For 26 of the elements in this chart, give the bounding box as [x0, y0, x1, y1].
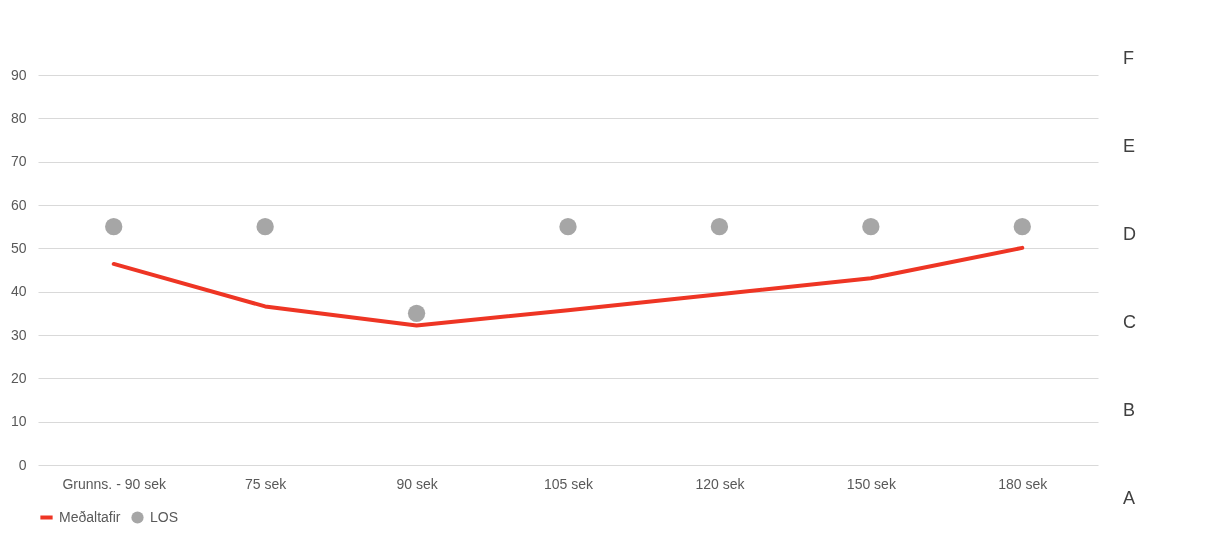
y-tick-label: 90 [10, 66, 27, 83]
y-tick-label: 60 [10, 196, 27, 213]
y-tick-label: 0 [18, 456, 27, 473]
y-tick-label: 40 [10, 283, 27, 300]
x-tick-label: Grunns. - 90 sek [62, 475, 167, 492]
line-series [111, 245, 1025, 328]
text: B [1123, 400, 1136, 420]
x-tick-label: 90 sek [396, 475, 439, 492]
y-tick-label: 20 [10, 369, 27, 386]
y-tick-label: 50 [10, 239, 27, 256]
y-tick-label: 70 [10, 153, 27, 170]
y-tick-label: 80 [10, 109, 27, 126]
text: F [1123, 48, 1134, 68]
x-tick-label: 120 sek [695, 475, 746, 492]
x-tick-label: 75 sek [245, 475, 288, 492]
legend-label: LOS [150, 508, 179, 525]
legend-label: Meðaltafir [59, 508, 121, 525]
y-tick-label: 10 [10, 413, 27, 430]
x-tick-label: 105 sek [543, 475, 595, 492]
text: D [1123, 224, 1136, 244]
y-tick-label: 30 [10, 326, 27, 343]
x-tick-label: 150 sek [846, 475, 897, 492]
text: C [1123, 312, 1136, 332]
text: E [1123, 136, 1136, 156]
x-tick-label: 180 sek [998, 475, 1049, 492]
text: A [1123, 488, 1136, 508]
